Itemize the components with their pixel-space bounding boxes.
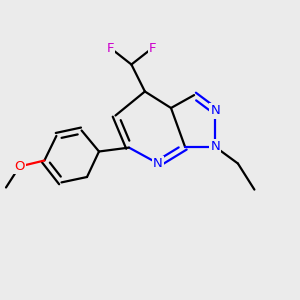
Text: F: F	[149, 41, 156, 55]
Text: F: F	[107, 41, 114, 55]
Text: N: N	[153, 157, 163, 170]
Text: N: N	[211, 140, 220, 154]
Text: N: N	[211, 104, 220, 118]
Text: O: O	[14, 160, 25, 173]
